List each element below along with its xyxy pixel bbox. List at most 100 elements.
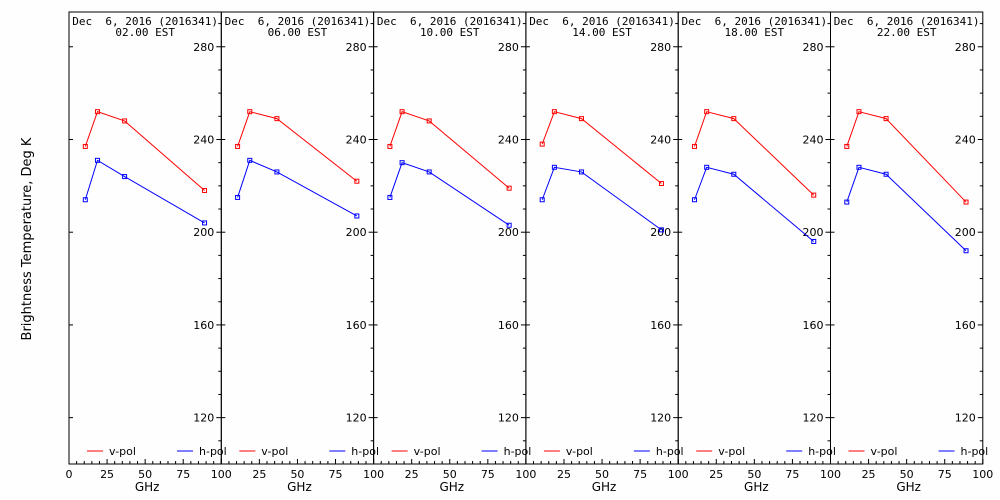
h-pol-point — [387, 194, 393, 200]
v-pol-point — [844, 143, 850, 149]
panels: Dec 6, 2016 (2016341)02.00 EST1201602002… — [66, 11, 993, 494]
panel-2: Dec 6, 2016 (2016341)06.00 EST 120 160 200 2… — [220, 11, 384, 494]
y-tick-label: 240 — [498, 133, 519, 146]
y-tick-label: 160 — [803, 319, 824, 332]
x-axis-label: GHz — [439, 480, 464, 494]
x-axis-label: GHz — [896, 480, 921, 494]
v-pol-line — [846, 111, 967, 203]
v-pol-point — [274, 116, 280, 122]
x-tick-label: 75 — [633, 468, 647, 481]
x-tick-label: 75 — [481, 468, 495, 481]
panel-3: Dec 6, 2016 (2016341)10.00 EST 120 160 200 2… — [373, 11, 536, 494]
y-tick-label: 240 — [955, 133, 976, 146]
v-pol-point — [539, 141, 545, 147]
y-tick-label: 120 — [803, 412, 824, 425]
x-tick-label: 25 — [100, 468, 114, 481]
x-tick-label: 100 — [515, 468, 536, 481]
h-pol-point — [539, 197, 545, 203]
h-pol-point — [704, 164, 710, 170]
x-tick-label: 25 — [557, 468, 571, 481]
h-pol-point — [122, 174, 128, 180]
x-tick-label: 75 — [176, 468, 190, 481]
legend-label-v-pol: v-pol — [414, 445, 441, 458]
v-pol-point — [94, 109, 100, 115]
v-pol-point — [731, 116, 737, 122]
v-pol-point — [963, 199, 969, 205]
x-tick-label: 25 — [405, 468, 419, 481]
legend-label-h-pol: h-pol — [351, 445, 379, 458]
legend-label-h-pol: h-pol — [656, 445, 684, 458]
x-tick-label: 100 — [668, 468, 689, 481]
y-tick-label: 240 — [650, 133, 671, 146]
panel-subtitle: 18.00 EST — [725, 26, 785, 39]
legend-label-v-pol: v-pol — [871, 445, 898, 458]
x-axis-label: GHz — [135, 480, 160, 494]
h-pol-point — [578, 169, 584, 175]
y-tick-label: 280 — [498, 41, 519, 54]
y-tick-label: 120 — [955, 412, 976, 425]
v-pol-point — [883, 116, 889, 122]
h-pol-line — [237, 159, 358, 217]
legend-label-v-pol: v-pol — [566, 445, 593, 458]
y-tick-label: 120 — [498, 412, 519, 425]
v-pol-point — [811, 192, 817, 198]
x-axis-label: GHz — [592, 480, 617, 494]
v-pol-point — [578, 116, 584, 122]
y-tick-label: 200 — [955, 226, 976, 239]
x-tick-label: 75 — [785, 468, 799, 481]
panel-4: Dec 6, 2016 (2016341)14.00 EST 120 160 200 2… — [525, 11, 689, 494]
y-tick-label: 120 — [193, 412, 214, 425]
h-pol-line — [846, 166, 967, 252]
y-tick-label: 160 — [193, 319, 214, 332]
v-pol-point — [704, 109, 710, 115]
y-tick-label: 200 — [498, 226, 519, 239]
y-tick-label: 280 — [650, 41, 671, 54]
y-tick-label: 160 — [498, 319, 519, 332]
v-pol-line — [694, 111, 815, 196]
h-pol-line — [84, 159, 205, 224]
h-pol-point — [399, 160, 405, 166]
x-tick-label: 50 — [747, 468, 761, 481]
v-pol-point — [691, 143, 697, 149]
v-pol-line — [237, 111, 358, 182]
x-tick-label: 100 — [820, 468, 841, 481]
x-tick-label: 25 — [709, 468, 723, 481]
v-pol-point — [202, 187, 208, 193]
v-pol-line — [389, 111, 510, 189]
x-tick-label: 75 — [329, 468, 343, 481]
y-tick-label: 160 — [955, 319, 976, 332]
y-tick-label: 280 — [346, 41, 367, 54]
x-axis-label: GHz — [287, 480, 312, 494]
h-pol-point — [247, 157, 253, 163]
legend-label-v-pol: v-pol — [109, 445, 136, 458]
legend-label-h-pol: h-pol — [961, 445, 989, 458]
v-pol-point — [551, 109, 557, 115]
panel-title: Dec 6, 2016 (2016341) — [377, 15, 523, 28]
h-pol-point — [691, 197, 697, 203]
y-tick-label: 240 — [346, 133, 367, 146]
h-pol-point — [856, 164, 862, 170]
y-tick-label: 240 — [193, 133, 214, 146]
v-pol-point — [387, 143, 393, 149]
x-tick-label: 50 — [443, 468, 457, 481]
panel-subtitle: 10.00 EST — [420, 26, 480, 39]
v-pol-point — [426, 118, 432, 124]
v-pol-point — [399, 109, 405, 115]
h-pol-point — [506, 222, 512, 228]
panel-title: Dec 6, 2016 (2016341) — [72, 15, 218, 28]
legend-label-h-pol: h-pol — [808, 445, 836, 458]
v-pol-point — [247, 109, 253, 115]
v-pol-point — [658, 181, 664, 187]
h-pol-point — [82, 197, 88, 203]
panel-title: Dec 6, 2016 (2016341) — [681, 15, 827, 28]
panel-title: Dec 6, 2016 (2016341) — [834, 15, 980, 28]
y-tick-label: 120 — [650, 412, 671, 425]
panel-6: Dec 6, 2016 (2016341)22.00 EST 120 160 200 2… — [830, 11, 993, 494]
panel-title: Dec 6, 2016 (2016341) — [529, 15, 675, 28]
x-tick-label: 50 — [900, 468, 914, 481]
y-tick-label: 240 — [803, 133, 824, 146]
y-tick-label: 280 — [955, 41, 976, 54]
y-tick-label: 280 — [803, 41, 824, 54]
x-tick-label: 100 — [211, 468, 232, 481]
v-pol-point — [506, 185, 512, 191]
